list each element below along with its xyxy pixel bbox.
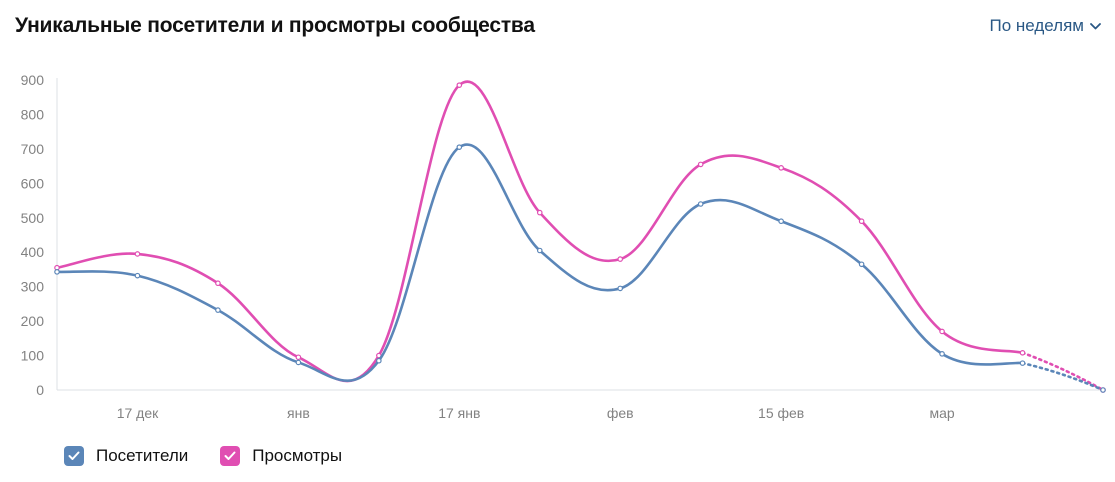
data-point — [376, 357, 382, 364]
legend: Посетители Просмотры — [64, 446, 342, 466]
data-point — [536, 247, 543, 254]
data-point — [858, 218, 865, 225]
data-point — [697, 161, 704, 168]
data-point — [778, 218, 784, 225]
data-point — [858, 261, 865, 268]
x-tick-label: 17 дек — [117, 405, 159, 421]
checkbox-icon[interactable] — [64, 446, 84, 466]
data-point — [1019, 349, 1026, 356]
y-tick-label: 0 — [36, 382, 44, 398]
y-tick-label: 100 — [21, 348, 45, 364]
series-line-views — [55, 80, 1024, 383]
y-tick-label: 300 — [21, 279, 45, 295]
checkbox-icon[interactable] — [220, 446, 241, 466]
data-point — [617, 285, 624, 292]
data-point — [617, 256, 624, 262]
data-point — [697, 201, 704, 207]
data-point — [54, 269, 60, 275]
data-point — [939, 351, 945, 357]
x-tick-label: янв — [287, 405, 310, 421]
data-point — [215, 307, 221, 313]
data-point — [295, 359, 302, 366]
y-tick-label: 700 — [21, 141, 45, 157]
data-point — [134, 272, 141, 279]
y-tick-label: 400 — [21, 244, 45, 260]
data-point — [456, 144, 463, 150]
data-point — [939, 328, 945, 335]
line-chart: 0 100 200 300 400 500 600 700 800 900 17 дек янв 17 … — [21, 72, 1106, 421]
chart-title: Уникальные посетители и просмотры сообще… — [15, 14, 535, 37]
data-point — [536, 209, 543, 216]
x-tick-label: фев — [607, 405, 634, 421]
series-projection-views — [1021, 351, 1105, 392]
data-point — [456, 82, 463, 88]
series-line-visitors — [55, 143, 1024, 382]
legend-label: Просмотры — [252, 446, 343, 465]
data-point — [1019, 360, 1026, 366]
legend-item-visitors[interactable]: Посетители — [64, 446, 188, 466]
y-tick-label: 200 — [21, 313, 45, 329]
series-projection-visitors — [1021, 361, 1105, 392]
data-point — [295, 354, 302, 361]
data-point — [778, 165, 784, 171]
y-tick-label: 500 — [21, 210, 45, 226]
data-point — [215, 280, 221, 287]
data-point — [1100, 387, 1106, 393]
period-label: По неделям — [989, 16, 1085, 35]
y-tick-label: 900 — [21, 72, 45, 88]
data-point — [134, 251, 141, 257]
y-tick-label: 600 — [21, 175, 45, 191]
y-tick-label: 800 — [21, 106, 45, 122]
x-tick-label: 15 фев — [758, 405, 804, 421]
legend-label: Посетители — [96, 446, 189, 465]
legend-item-views[interactable]: Просмотры — [220, 446, 342, 466]
period-dropdown[interactable]: По неделям — [990, 16, 1102, 36]
x-tick-label: 17 янв — [438, 405, 480, 421]
chevron-down-icon — [1090, 22, 1101, 29]
x-tick-label: мар — [929, 405, 954, 421]
